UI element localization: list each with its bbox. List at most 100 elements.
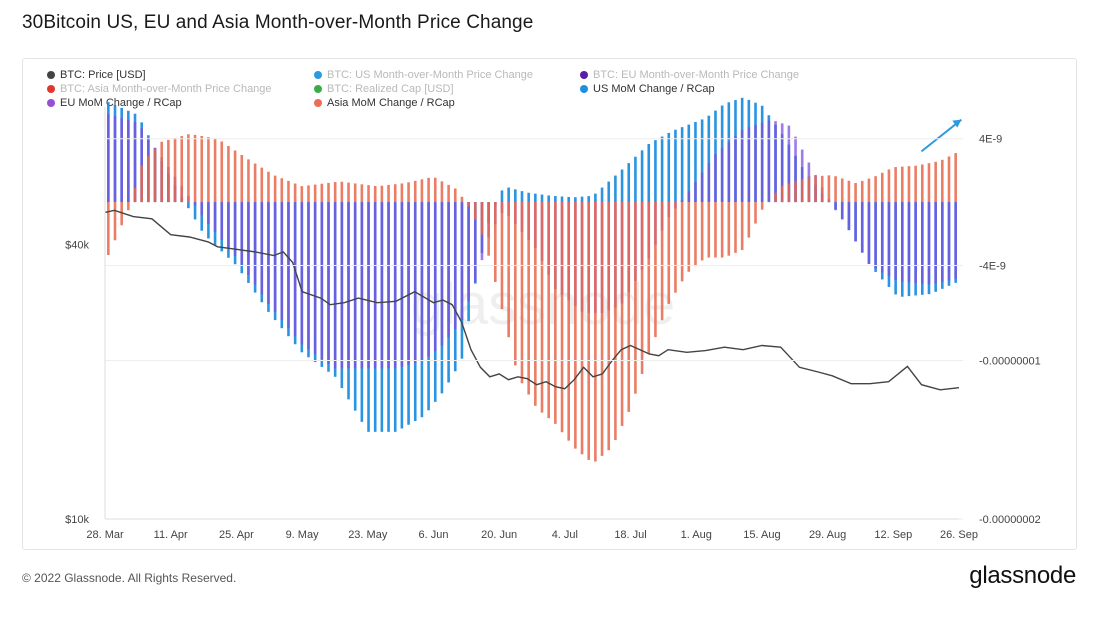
asia-bar [814, 176, 817, 203]
asia-bar [173, 137, 177, 203]
trend-arrow-icon [920, 118, 962, 153]
eu-bar [227, 202, 230, 248]
eu-bar [760, 122, 764, 203]
eu-bar [700, 172, 704, 203]
line-layer [104, 118, 962, 391]
legend-label: US MoM Change / RCap [593, 83, 715, 95]
eu-bar [767, 120, 771, 203]
asia-bar [747, 202, 751, 238]
legend-dot-icon [314, 71, 322, 79]
legend-item[interactable]: BTC: US Month-over-Month Price Change [314, 69, 533, 81]
legend-label: BTC: Asia Month-over-Month Price Change [60, 83, 272, 95]
asia-bar [340, 181, 344, 203]
eu-bar [747, 127, 751, 203]
asia-bar [727, 202, 731, 256]
x-tick-label: 25. Apr [219, 529, 254, 541]
us-bar [520, 191, 524, 203]
us-bar [674, 129, 677, 203]
legend-item[interactable]: EU MoM Change / RCap [47, 97, 182, 109]
eu-bar [327, 202, 330, 364]
us-bar [687, 124, 691, 203]
copyright-text: © 2022 Glassnode. All Rights Reserved. [22, 571, 237, 585]
eu-bar [307, 202, 310, 350]
x-tick-label: 15. Aug [743, 529, 780, 541]
asia-bar [567, 202, 570, 441]
eu-bar [914, 202, 917, 284]
asia-bar [113, 202, 117, 241]
right-tick-label: 4E-9 [979, 134, 1002, 146]
eu-bar [927, 202, 931, 285]
asia-bar [740, 202, 744, 251]
legend-label: BTC: EU Month-over-Month Price Change [593, 69, 800, 81]
legend-item[interactable]: BTC: Price [USD] [47, 69, 146, 81]
eu-bar [253, 202, 257, 285]
chart-plot[interactable]: glassnode 4E-9-4E-9-0.00000001-0.0000000… [23, 59, 1076, 549]
eu-bar [440, 202, 444, 346]
legend-label: BTC: Price [USD] [60, 69, 146, 81]
arrow-head-icon [952, 119, 962, 128]
asia-bar [680, 202, 684, 282]
eu-bar [921, 202, 924, 284]
eu-bar [834, 202, 837, 210]
axes-layer: 4E-9 -4E-9 -0.00000001 -0.00000002 $40k $10k 2… [65, 107, 1041, 541]
eu-bar [867, 202, 871, 264]
eu-bar [714, 154, 717, 203]
legend-label: EU MoM Change / RCap [60, 97, 182, 109]
us-bar [600, 187, 604, 203]
eu-bar [740, 130, 744, 203]
asia-bar [794, 181, 797, 203]
legend-item[interactable]: BTC: Realized Cap [USD] [314, 83, 454, 95]
us-bar [554, 196, 557, 203]
right-tick-label: -4E-9 [979, 260, 1006, 272]
asia-bar [714, 202, 717, 258]
eu-bar [107, 114, 110, 203]
asia-bar [560, 202, 564, 433]
us-bar [594, 193, 597, 203]
asia-bar [353, 183, 357, 203]
asia-bar [127, 202, 130, 211]
left-tick-label: $40k [65, 239, 89, 251]
glassnode-logo[interactable]: glassnode [969, 562, 1076, 589]
us-bar [567, 196, 570, 203]
eu-bar [280, 202, 284, 321]
asia-bar [760, 202, 764, 210]
asia-bar [620, 202, 624, 426]
us-bar [514, 189, 517, 203]
us-bar [200, 202, 204, 231]
asia-bar [720, 202, 724, 258]
eu-bar [954, 202, 957, 279]
asia-bar [840, 178, 844, 203]
us-bar [507, 187, 510, 203]
eu-bar [774, 121, 777, 203]
legend-item[interactable]: BTC: Asia Month-over-Month Price Change [47, 83, 272, 95]
eu-bar [373, 202, 377, 369]
asia-bar [954, 153, 957, 203]
eu-bar [447, 202, 450, 338]
eu-bar [133, 122, 137, 203]
eu-bar [787, 125, 791, 203]
legend-label: Asia MoM Change / RCap [327, 97, 455, 109]
asia-bar [480, 202, 484, 235]
asia-bar [327, 182, 330, 203]
eu-bar [794, 136, 797, 203]
asia-bar [247, 159, 250, 203]
us-bar [647, 143, 651, 203]
x-tick-label: 1. Aug [681, 529, 712, 541]
asia-bar [220, 141, 224, 203]
legend-item[interactable]: US MoM Change / RCap [580, 83, 715, 95]
asia-bar [467, 202, 470, 207]
asia-bar [200, 136, 204, 203]
eu-bar [200, 202, 204, 216]
asia-bar [387, 184, 390, 203]
us-bar [500, 190, 504, 203]
eu-bar [347, 202, 350, 369]
legend-dot-icon [580, 85, 588, 93]
legend-item[interactable]: Asia MoM Change / RCap [314, 97, 455, 109]
asia-bar [880, 172, 884, 203]
asia-bar [767, 201, 771, 203]
eu-bar [680, 200, 684, 203]
asia-bar [167, 139, 170, 203]
asia-bar [207, 137, 210, 203]
legend-item[interactable]: BTC: EU Month-over-Month Price Change [580, 69, 799, 81]
asia-bar [160, 141, 164, 203]
